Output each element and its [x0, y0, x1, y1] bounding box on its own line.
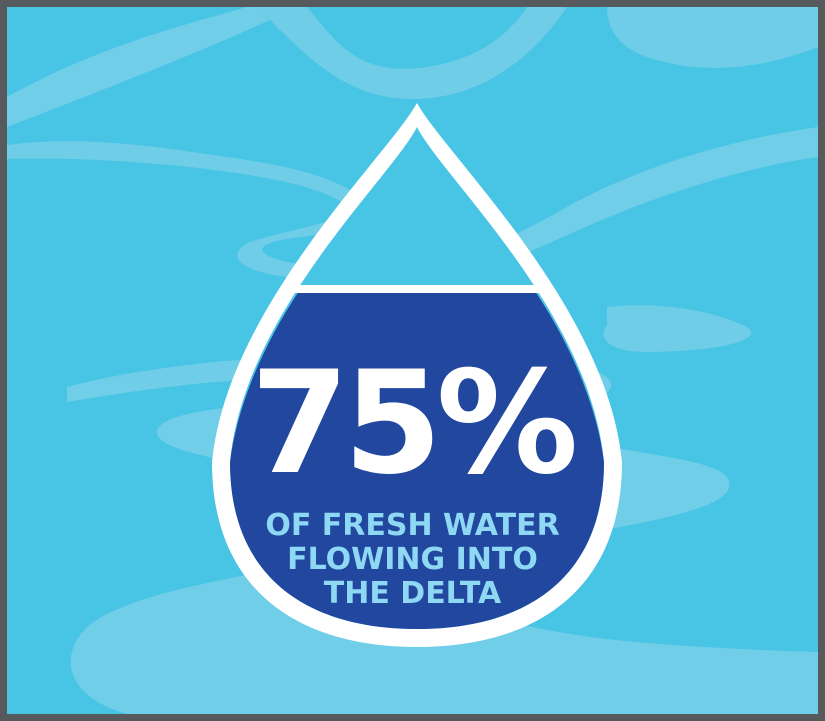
stat-caption: OF FRESH WATER FLOWING INTO THE DELTA	[7, 509, 818, 611]
infographic-scene	[7, 7, 818, 714]
water-drop-icon	[212, 103, 622, 647]
drop-fill-level	[230, 291, 604, 629]
stat-percentage: 75%	[250, 341, 579, 506]
caption-line-2: FLOWING INTO	[287, 542, 538, 577]
caption-line-3: THE DELTA	[323, 576, 502, 611]
caption-line-1: OF FRESH WATER	[265, 508, 560, 543]
